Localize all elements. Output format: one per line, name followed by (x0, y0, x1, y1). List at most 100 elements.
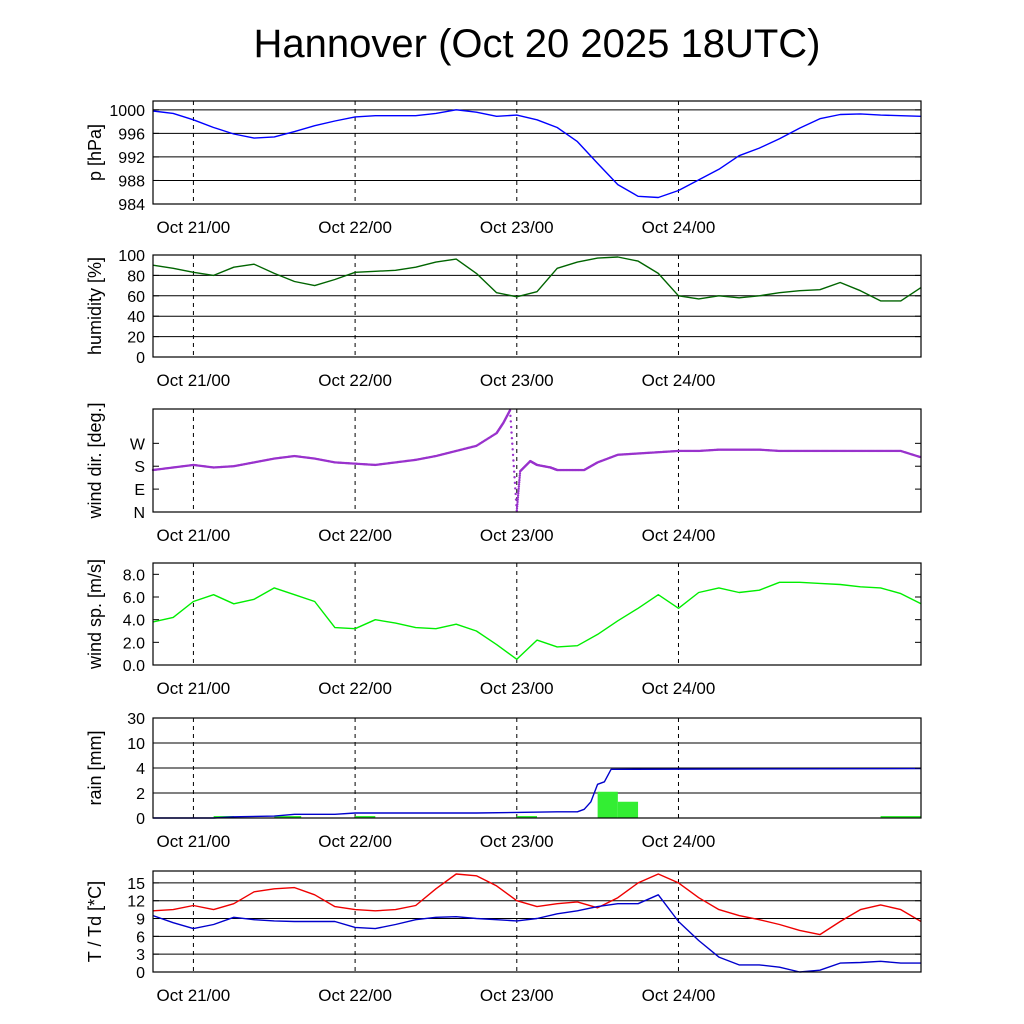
wind-dir-point (511, 453, 515, 457)
y-tick-label: 12 (127, 894, 145, 911)
y-tick-label: 988 (118, 173, 145, 190)
y-tick-label: 40 (127, 309, 145, 326)
y-tick-label: 60 (127, 289, 145, 306)
wind-dir-point (518, 481, 521, 484)
panel-wind-speed: 8.0 6.0 4.0 2.0 0.0 Oct 21/00 Oct 22/00 Oct 23/… (85, 559, 922, 698)
y-tick-label: 20 (127, 330, 145, 347)
y-tick-label: E (134, 482, 145, 499)
y-axis-label: wind dir. [deg.] (85, 402, 105, 519)
y-axis-label: T / Td [*C] (85, 881, 105, 962)
panel-humidity: 100 80 60 40 20 0 Oct 21/00 Oct 22/00 Oct 23/00 O… (85, 248, 922, 390)
wind-dir-point (511, 448, 514, 451)
td-series-line (152, 894, 921, 973)
wind-dir-point (518, 472, 522, 475)
y-tick-label: 0 (136, 811, 145, 828)
x-tick-label: Oct 21/00 (157, 218, 231, 237)
rain-bar (617, 801, 639, 818)
rain-bar (880, 816, 921, 818)
wind-dir-point (516, 498, 519, 501)
wind-dir-point (512, 464, 515, 468)
plot-frame (152, 100, 922, 205)
wind-dir-point (511, 442, 514, 445)
panel-rain: 30 10 4 2 0 Oct 21/00 Oct 22/00 Oct 23/00 Oct 24… (85, 711, 922, 851)
y-tick-label: 80 (127, 268, 145, 285)
y-tick-label: 15 (127, 876, 145, 893)
x-tick-label: Oct 24/00 (642, 371, 716, 390)
wind-dir-point (518, 476, 521, 480)
wind-dir-point (509, 414, 512, 418)
wind-dir-point (517, 485, 521, 488)
y-tick-label: 984 (118, 197, 145, 214)
x-tick-label: Oct 24/00 (642, 218, 716, 237)
y-tick-label: N (133, 505, 145, 522)
y-tick-label: 996 (118, 126, 145, 143)
wind-dir-point (516, 502, 519, 506)
wind-dir-point (513, 481, 517, 485)
y-tick-label: 4.0 (123, 613, 145, 630)
wind-dir-point (518, 474, 521, 477)
wind-dir-point (512, 459, 515, 462)
wind-dir-point (517, 483, 521, 486)
plot-frame (152, 254, 922, 358)
wind-dir-point (517, 487, 520, 491)
y-axis-label: rain [mm] (85, 730, 105, 805)
x-tick-label: Oct 23/00 (480, 679, 554, 698)
y-tick-label: 4 (136, 761, 145, 778)
x-tick-label: Oct 21/00 (157, 832, 231, 851)
y-tick-label: 6.0 (123, 590, 145, 607)
wind-dir-point (518, 478, 521, 482)
x-tick-label: Oct 24/00 (642, 986, 716, 1005)
x-tick-label: Oct 21/00 (157, 371, 231, 390)
wind-dir-point (516, 494, 520, 497)
x-tick-label: Oct 23/00 (480, 832, 554, 851)
wind-dir-point (517, 492, 520, 495)
plot-frame (152, 408, 922, 513)
y-tick-label: 10 (127, 736, 145, 753)
wind-dir-point (514, 492, 517, 496)
y-tick-label: S (134, 459, 145, 476)
y-tick-label: 9 (136, 912, 145, 929)
wind-dir-point (513, 476, 516, 479)
y-tick-label: 8.0 (123, 567, 145, 584)
wind-dir-point (516, 500, 519, 504)
x-tick-label: Oct 21/00 (157, 986, 231, 1005)
plot-frame (152, 870, 922, 973)
rain-bar (274, 816, 302, 818)
y-tick-label: 30 (127, 711, 145, 728)
x-tick-label: Oct 21/00 (157, 526, 231, 545)
x-tick-label: Oct 23/00 (480, 371, 554, 390)
y-tick-label: 0.0 (123, 658, 145, 675)
wind-dir-point (515, 507, 519, 510)
x-tick-label: Oct 22/00 (318, 526, 392, 545)
wind-dir-point (514, 487, 517, 490)
y-tick-label: 3 (136, 947, 145, 964)
rain-bar (355, 816, 376, 818)
data-series-line (152, 581, 922, 660)
wind-dir-point (509, 420, 513, 423)
y-tick-label: W (130, 436, 146, 453)
y-tick-label: 0 (136, 350, 145, 367)
x-tick-label: Oct 23/00 (480, 218, 554, 237)
y-axis-label: humidity [%] (85, 257, 105, 355)
x-tick-label: Oct 24/00 (642, 526, 716, 545)
x-tick-label: Oct 22/00 (318, 371, 392, 390)
y-tick-label: 992 (118, 150, 145, 167)
data-series-line (152, 256, 922, 302)
y-tick-label: 100 (118, 248, 145, 265)
accumulated-series-line (153, 767, 922, 819)
wind-dir-point (510, 436, 514, 440)
x-tick-label: Oct 22/00 (318, 986, 392, 1005)
t-series-line (152, 873, 922, 936)
x-tick-label: Oct 21/00 (157, 679, 231, 698)
y-tick-label: 1000 (109, 103, 145, 120)
y-axis-label: wind sp. [m/s] (85, 559, 105, 670)
wind-dir-point (515, 505, 519, 508)
x-tick-label: Oct 22/00 (318, 218, 392, 237)
x-tick-label: Oct 22/00 (318, 679, 392, 698)
panel-pressure: 1000 996 992 988 984 Oct 21/00 Oct 22/00 Oct 23… (85, 100, 922, 237)
data-series-line (152, 109, 922, 199)
x-tick-label: Oct 23/00 (480, 526, 554, 545)
